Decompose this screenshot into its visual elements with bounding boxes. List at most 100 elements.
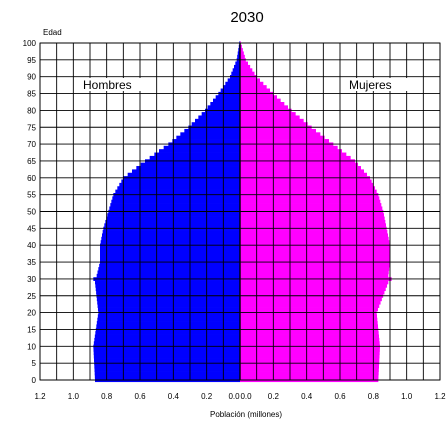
male-bar — [95, 280, 240, 285]
male-bar — [180, 132, 240, 137]
female-bar — [240, 219, 386, 224]
female-bar — [240, 321, 378, 325]
female-series-label: Mujeres — [349, 78, 392, 92]
x-tick-label: 0.2 — [201, 392, 213, 401]
x-tick-label: 0.2 — [268, 392, 280, 401]
female-bar — [240, 101, 285, 106]
male-bar — [96, 297, 240, 302]
y-tick-label: 75 — [27, 123, 36, 132]
y-tick-label: 90 — [27, 73, 36, 82]
female-bar — [240, 88, 270, 93]
female-bar — [240, 324, 378, 329]
x-tick-label: 0.4 — [301, 392, 313, 401]
female-bar — [240, 186, 375, 190]
male-bar — [102, 233, 240, 238]
female-bar — [240, 297, 382, 302]
male-label-bg — [82, 78, 142, 91]
female-bar — [240, 317, 378, 322]
female-bar — [240, 213, 384, 217]
y-tick-label: 25 — [27, 292, 36, 301]
male-bar — [100, 240, 241, 244]
y-tick-label: 100 — [23, 39, 37, 48]
female-bar — [240, 304, 380, 308]
male-bar — [110, 203, 240, 207]
female-bar — [240, 267, 390, 271]
male-bar — [172, 139, 240, 143]
female-bar — [240, 98, 281, 103]
x-tick-label: 0.8 — [101, 392, 113, 401]
female-bar — [240, 81, 264, 86]
female-bar — [240, 307, 378, 312]
female-bar — [240, 189, 377, 194]
y-axis-label: Edad — [43, 28, 62, 37]
male-bar — [101, 236, 240, 241]
y-tick-label: 45 — [27, 224, 36, 233]
female-bar — [240, 250, 390, 255]
male-bar — [238, 48, 240, 52]
male-bar — [220, 88, 240, 93]
female-bar — [240, 71, 255, 76]
female-bar — [240, 216, 385, 221]
female-bar — [240, 368, 379, 372]
female-bar — [240, 206, 383, 211]
female-bar — [240, 179, 372, 184]
female-bar — [240, 230, 388, 234]
y-tick-label: 85 — [27, 90, 36, 99]
female-bar — [240, 331, 379, 335]
y-tick-label: 60 — [27, 174, 36, 183]
male-series-label: Hombres — [83, 78, 132, 92]
female-bar — [240, 334, 379, 339]
female-bar — [240, 139, 329, 143]
male-bar — [132, 169, 240, 174]
male-bar — [93, 354, 240, 359]
plot-frame — [39, 42, 441, 381]
female-bar — [240, 364, 379, 369]
x-tick-label: 0.6 — [334, 392, 346, 401]
female-bar — [240, 337, 380, 342]
y-tick-label: 30 — [27, 275, 36, 284]
female-bar — [240, 233, 388, 238]
x-tick-label: 0.0 — [228, 392, 240, 401]
male-bar — [94, 374, 240, 379]
male-bar — [94, 337, 240, 342]
y-tick-label: 20 — [27, 309, 36, 318]
male-bar — [94, 334, 240, 339]
x-tick-labels: 1.2 1.0 0.8 0.6 0.4 0.2 0.0 0.0 0.2 0.4 0.6 0.8 1.0 1… — [34, 392, 446, 401]
female-bar — [240, 44, 242, 49]
male-bar — [104, 223, 240, 228]
male-bar — [232, 68, 240, 73]
male-bar — [215, 95, 240, 99]
male-bar — [96, 321, 240, 325]
male-bar — [213, 98, 240, 103]
female-bar — [240, 341, 380, 345]
male-bar — [115, 189, 240, 194]
female-bar — [240, 257, 390, 261]
male-bar — [195, 118, 240, 123]
male-bar — [154, 152, 240, 157]
y-tick-label: 10 — [27, 342, 36, 351]
x-tick-label: 1.2 — [34, 392, 46, 401]
x-tick-label: 0.8 — [368, 392, 380, 401]
female-bar — [240, 112, 296, 116]
female-bar — [240, 118, 304, 123]
female-bar — [240, 280, 389, 285]
female-bar — [240, 95, 277, 99]
female-bar — [240, 162, 358, 167]
female-bar — [240, 155, 351, 160]
male-bar — [210, 101, 240, 106]
female-bar — [240, 253, 390, 258]
male-bar — [96, 324, 240, 329]
male-bar — [237, 54, 240, 59]
male-bar — [109, 206, 240, 211]
male-bar — [225, 81, 240, 86]
male-bar — [237, 51, 240, 56]
male-bar — [100, 253, 240, 258]
female-bar — [240, 85, 267, 89]
female-bar — [240, 314, 377, 319]
female-bar — [240, 371, 379, 376]
female-bar — [240, 169, 364, 174]
female-bar — [240, 68, 253, 73]
male-bar — [97, 317, 240, 322]
female-bar — [240, 354, 380, 359]
x-tick-label: 1.2 — [434, 392, 446, 401]
